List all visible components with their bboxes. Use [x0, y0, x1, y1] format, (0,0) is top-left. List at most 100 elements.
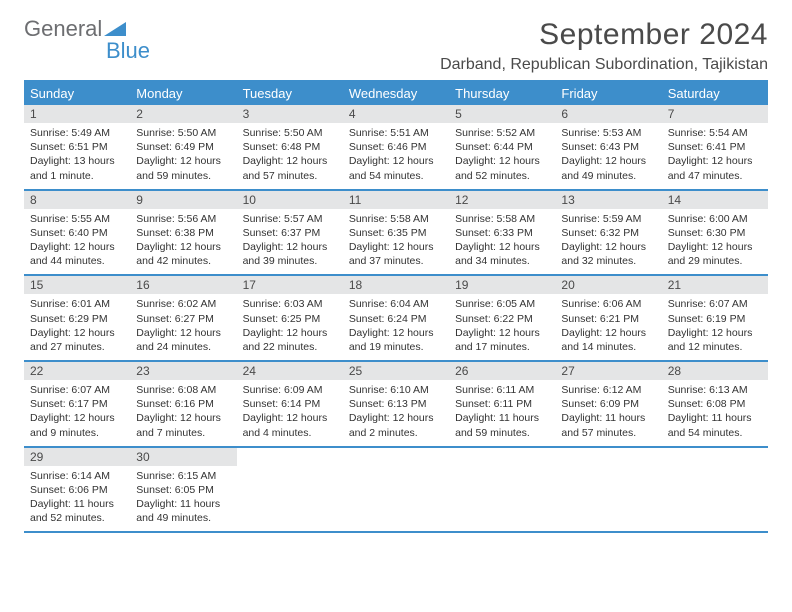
day-info: Sunrise: 6:03 AMSunset: 6:25 PMDaylight:… — [237, 294, 343, 360]
day-cell: 8Sunrise: 5:55 AMSunset: 6:40 PMDaylight… — [24, 191, 130, 275]
sunrise-text: Sunrise: 6:07 AM — [668, 297, 762, 311]
day-info: Sunrise: 6:12 AMSunset: 6:09 PMDaylight:… — [555, 380, 661, 446]
day-cell — [237, 448, 343, 532]
day-cell: 24Sunrise: 6:09 AMSunset: 6:14 PMDayligh… — [237, 362, 343, 446]
day-number: 25 — [343, 362, 449, 380]
day-number: 19 — [449, 276, 555, 294]
sunset-text: Sunset: 6:19 PM — [668, 312, 762, 326]
sunrise-text: Sunrise: 5:55 AM — [30, 212, 124, 226]
sunrise-text: Sunrise: 5:50 AM — [243, 126, 337, 140]
daylight-text: Daylight: 11 hours and 59 minutes. — [455, 411, 549, 439]
sunrise-text: Sunrise: 5:51 AM — [349, 126, 443, 140]
day-number: 30 — [130, 448, 236, 466]
sunset-text: Sunset: 6:43 PM — [561, 140, 655, 154]
sunrise-text: Sunrise: 5:57 AM — [243, 212, 337, 226]
day-number: 16 — [130, 276, 236, 294]
daylight-text: Daylight: 12 hours and 44 minutes. — [30, 240, 124, 268]
day-info: Sunrise: 5:51 AMSunset: 6:46 PMDaylight:… — [343, 123, 449, 189]
sunset-text: Sunset: 6:32 PM — [561, 226, 655, 240]
day-cell: 15Sunrise: 6:01 AMSunset: 6:29 PMDayligh… — [24, 276, 130, 360]
calendar: Sunday Monday Tuesday Wednesday Thursday… — [24, 80, 768, 533]
sunrise-text: Sunrise: 5:56 AM — [136, 212, 230, 226]
day-number: 7 — [662, 105, 768, 123]
day-info: Sunrise: 5:50 AMSunset: 6:49 PMDaylight:… — [130, 123, 236, 189]
day-number: 28 — [662, 362, 768, 380]
sunrise-text: Sunrise: 6:10 AM — [349, 383, 443, 397]
day-number: 10 — [237, 191, 343, 209]
daylight-text: Daylight: 12 hours and 52 minutes. — [455, 154, 549, 182]
day-cell — [555, 448, 661, 532]
dow-sunday: Sunday — [24, 82, 130, 105]
day-number: 23 — [130, 362, 236, 380]
daylight-text: Daylight: 11 hours and 52 minutes. — [30, 497, 124, 525]
day-cell: 6Sunrise: 5:53 AMSunset: 6:43 PMDaylight… — [555, 105, 661, 189]
day-number: 26 — [449, 362, 555, 380]
daylight-text: Daylight: 12 hours and 59 minutes. — [136, 154, 230, 182]
sunrise-text: Sunrise: 6:13 AM — [668, 383, 762, 397]
day-cell: 19Sunrise: 6:05 AMSunset: 6:22 PMDayligh… — [449, 276, 555, 360]
day-info: Sunrise: 5:58 AMSunset: 6:35 PMDaylight:… — [343, 209, 449, 275]
sunrise-text: Sunrise: 5:54 AM — [668, 126, 762, 140]
day-info: Sunrise: 6:06 AMSunset: 6:21 PMDaylight:… — [555, 294, 661, 360]
day-number — [555, 448, 661, 452]
sunrise-text: Sunrise: 6:09 AM — [243, 383, 337, 397]
day-info: Sunrise: 6:11 AMSunset: 6:11 PMDaylight:… — [449, 380, 555, 446]
day-info: Sunrise: 5:52 AMSunset: 6:44 PMDaylight:… — [449, 123, 555, 189]
day-number: 5 — [449, 105, 555, 123]
logo-triangle-icon — [104, 18, 126, 40]
sunrise-text: Sunrise: 6:04 AM — [349, 297, 443, 311]
day-number: 11 — [343, 191, 449, 209]
logo-text-main: General — [24, 18, 102, 40]
daylight-text: Daylight: 12 hours and 7 minutes. — [136, 411, 230, 439]
day-info: Sunrise: 6:04 AMSunset: 6:24 PMDaylight:… — [343, 294, 449, 360]
daylight-text: Daylight: 12 hours and 54 minutes. — [349, 154, 443, 182]
sunset-text: Sunset: 6:21 PM — [561, 312, 655, 326]
day-number — [343, 448, 449, 452]
day-info: Sunrise: 5:56 AMSunset: 6:38 PMDaylight:… — [130, 209, 236, 275]
sunset-text: Sunset: 6:17 PM — [30, 397, 124, 411]
sunrise-text: Sunrise: 6:02 AM — [136, 297, 230, 311]
sunset-text: Sunset: 6:24 PM — [349, 312, 443, 326]
sunrise-text: Sunrise: 5:58 AM — [349, 212, 443, 226]
sunrise-text: Sunrise: 5:52 AM — [455, 126, 549, 140]
sunset-text: Sunset: 6:27 PM — [136, 312, 230, 326]
sunset-text: Sunset: 6:16 PM — [136, 397, 230, 411]
day-info: Sunrise: 5:59 AMSunset: 6:32 PMDaylight:… — [555, 209, 661, 275]
daylight-text: Daylight: 12 hours and 14 minutes. — [561, 326, 655, 354]
day-info: Sunrise: 6:07 AMSunset: 6:19 PMDaylight:… — [662, 294, 768, 360]
sunrise-text: Sunrise: 6:12 AM — [561, 383, 655, 397]
day-info: Sunrise: 5:50 AMSunset: 6:48 PMDaylight:… — [237, 123, 343, 189]
logo-block: General Blue — [24, 18, 150, 64]
daylight-text: Daylight: 12 hours and 24 minutes. — [136, 326, 230, 354]
day-info: Sunrise: 5:53 AMSunset: 6:43 PMDaylight:… — [555, 123, 661, 189]
day-number: 29 — [24, 448, 130, 466]
day-info: Sunrise: 6:05 AMSunset: 6:22 PMDaylight:… — [449, 294, 555, 360]
day-number: 13 — [555, 191, 661, 209]
sunrise-text: Sunrise: 6:14 AM — [30, 469, 124, 483]
daylight-text: Daylight: 12 hours and 39 minutes. — [243, 240, 337, 268]
sunset-text: Sunset: 6:29 PM — [30, 312, 124, 326]
sunrise-text: Sunrise: 5:49 AM — [30, 126, 124, 140]
day-cell — [343, 448, 449, 532]
sunrise-text: Sunrise: 6:11 AM — [455, 383, 549, 397]
day-number: 4 — [343, 105, 449, 123]
sunset-text: Sunset: 6:44 PM — [455, 140, 549, 154]
day-number: 14 — [662, 191, 768, 209]
day-info: Sunrise: 6:00 AMSunset: 6:30 PMDaylight:… — [662, 209, 768, 275]
day-cell: 10Sunrise: 5:57 AMSunset: 6:37 PMDayligh… — [237, 191, 343, 275]
week-row: 15Sunrise: 6:01 AMSunset: 6:29 PMDayligh… — [24, 276, 768, 362]
day-number: 27 — [555, 362, 661, 380]
daylight-text: Daylight: 11 hours and 54 minutes. — [668, 411, 762, 439]
sunset-text: Sunset: 6:05 PM — [136, 483, 230, 497]
day-cell — [662, 448, 768, 532]
sunrise-text: Sunrise: 5:53 AM — [561, 126, 655, 140]
calendar-page: General Blue September 2024 Darband, Rep… — [0, 0, 792, 533]
day-cell: 27Sunrise: 6:12 AMSunset: 6:09 PMDayligh… — [555, 362, 661, 446]
page-title: September 2024 — [440, 18, 768, 52]
day-cell: 7Sunrise: 5:54 AMSunset: 6:41 PMDaylight… — [662, 105, 768, 189]
sunset-text: Sunset: 6:30 PM — [668, 226, 762, 240]
day-info: Sunrise: 6:02 AMSunset: 6:27 PMDaylight:… — [130, 294, 236, 360]
daylight-text: Daylight: 11 hours and 57 minutes. — [561, 411, 655, 439]
daylight-text: Daylight: 12 hours and 12 minutes. — [668, 326, 762, 354]
day-info: Sunrise: 6:13 AMSunset: 6:08 PMDaylight:… — [662, 380, 768, 446]
